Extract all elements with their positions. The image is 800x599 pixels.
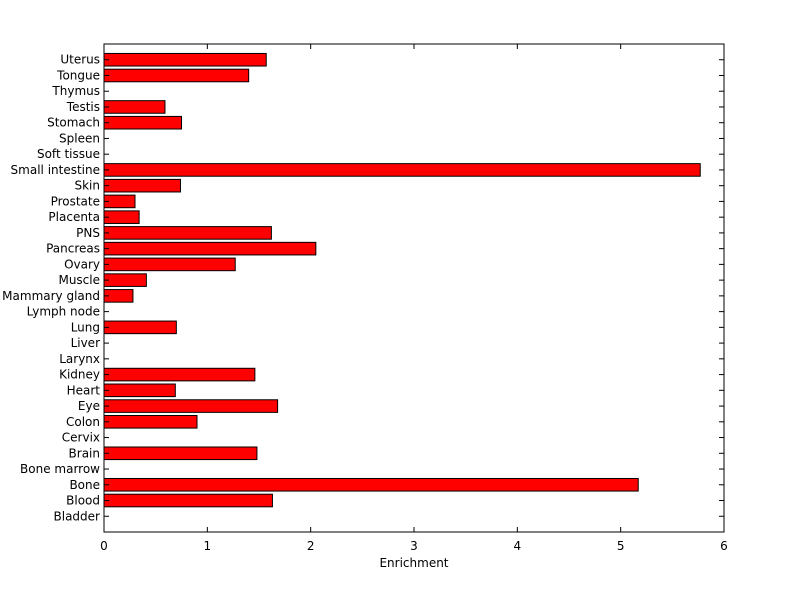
- y-tick-label: Spleen: [59, 131, 100, 145]
- y-tick-label: Larynx: [59, 352, 100, 366]
- bar-lung: [103, 320, 177, 335]
- y-tick-label: Stomach: [47, 116, 100, 130]
- bar-tongue: [103, 68, 250, 83]
- y-tick-label: Bone: [69, 478, 100, 492]
- bar-pancreas: [103, 241, 317, 256]
- x-tick-label: 2: [307, 539, 315, 553]
- bar-brain: [103, 446, 258, 461]
- bar-blood: [103, 493, 273, 508]
- y-tick-label: Small intestine: [11, 163, 100, 177]
- plot-area-frame: [103, 43, 725, 533]
- x-tick-label: 0: [100, 539, 108, 553]
- x-tick-label: 1: [204, 539, 212, 553]
- y-tick-label: Bladder: [54, 509, 101, 523]
- x-tick-label: 6: [720, 539, 728, 553]
- x-tick-label: 4: [514, 539, 522, 553]
- y-tick-label: Lung: [71, 320, 100, 334]
- bar-pns: [103, 226, 272, 240]
- y-tick-label: Muscle: [58, 273, 100, 287]
- bar-uterus: [103, 52, 267, 67]
- y-tick-label: Brain: [69, 446, 100, 460]
- y-tick-label: Bone marrow: [20, 462, 100, 476]
- y-tick-label: Testis: [66, 100, 100, 114]
- y-tick-label: Soft tissue: [37, 147, 100, 161]
- bar-eye: [103, 399, 279, 413]
- y-tick-label: Blood: [66, 494, 100, 508]
- y-tick-label: Uterus: [60, 53, 100, 67]
- y-tick-label: Heart: [67, 383, 101, 397]
- bar-testis: [103, 100, 166, 114]
- y-tick-label: Cervix: [62, 431, 100, 445]
- y-tick-label: Prostate: [51, 194, 100, 208]
- x-axis-title: Enrichment: [379, 556, 448, 570]
- y-tick-label: Colon: [66, 415, 100, 429]
- x-tick-label: 5: [617, 539, 625, 553]
- y-tick-label: PNS: [76, 226, 100, 240]
- bar-small-intestine: [103, 163, 701, 177]
- y-tick-label: Lymph node: [27, 305, 100, 319]
- y-tick-label: Kidney: [59, 368, 100, 382]
- bars-group: [103, 52, 701, 508]
- y-tick-label: Tongue: [56, 68, 100, 82]
- bar-stomach: [103, 115, 182, 130]
- y-tick-label: Placenta: [48, 210, 100, 224]
- bar-kidney: [103, 367, 256, 382]
- bar-ovary: [103, 257, 236, 272]
- y-tick-label: Skin: [74, 179, 100, 193]
- x-tick-label: 3: [410, 539, 418, 553]
- bar-muscle: [103, 273, 147, 287]
- bar-placenta: [103, 210, 140, 224]
- y-tick-label: Mammary gland: [2, 289, 100, 303]
- y-tick-label: Ovary: [64, 257, 100, 271]
- bar-bone: [103, 477, 639, 492]
- y-tick-label: Liver: [71, 336, 101, 350]
- bar-heart: [103, 383, 176, 398]
- bar-colon: [103, 415, 198, 429]
- y-tick-label: Thymus: [51, 84, 100, 98]
- y-tick-label: Eye: [78, 399, 100, 413]
- bar-skin: [103, 178, 181, 193]
- y-tick-label: Pancreas: [46, 242, 100, 256]
